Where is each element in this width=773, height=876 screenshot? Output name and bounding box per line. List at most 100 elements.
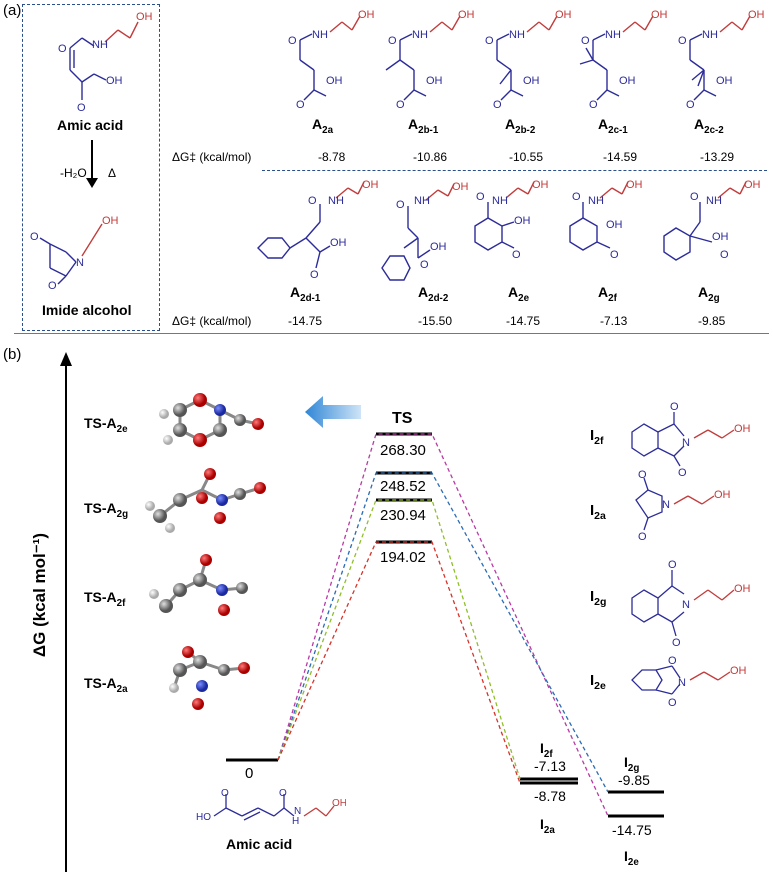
ts-model-label-4: TS-A2a (84, 675, 128, 695)
svg-text:O: O (396, 199, 405, 211)
svg-text:OH: OH (102, 215, 119, 227)
product-i2g-value: -9.85 (618, 772, 650, 788)
panel-b-label: (b) (3, 346, 22, 363)
product-i2a-label: I2a (540, 816, 555, 836)
start-value: 0 (245, 765, 254, 782)
svg-text:OH: OH (332, 798, 346, 809)
svg-text:O: O (690, 191, 699, 203)
svg-text:O: O (668, 655, 677, 667)
svg-text:H: H (292, 816, 299, 827)
svg-text:O: O (670, 401, 679, 413)
svg-text:HO: HO (196, 812, 211, 823)
svg-text:OH: OH (606, 219, 623, 231)
svg-text:N: N (682, 437, 690, 449)
ts-label: TS (392, 410, 413, 427)
svg-text:NH: NH (706, 195, 722, 207)
product-i2e-value: -14.75 (612, 822, 652, 838)
amic-acid-box (22, 4, 160, 331)
row1-name-1: A2a (312, 116, 334, 136)
svg-text:O: O (610, 249, 619, 261)
svg-text:N: N (76, 257, 84, 269)
svg-text:OH: OH (532, 179, 549, 191)
row2-dg-1: -14.75 (288, 314, 323, 328)
svg-text:OH: OH (362, 179, 379, 191)
svg-text:O: O (58, 43, 67, 55)
svg-text:O: O (512, 249, 521, 261)
svg-text:N: N (682, 599, 690, 611)
svg-text:O: O (77, 102, 86, 113)
svg-text:OH: OH (136, 11, 153, 23)
row2-dg-label: ΔG‡ (kcal/mol) (172, 314, 252, 328)
product-i2f-value: -7.13 (534, 758, 566, 774)
svg-text:N: N (294, 806, 301, 817)
right-label-i2e: I2e (590, 672, 606, 692)
structure-row1: O NH OH OH O (288, 8, 766, 108)
svg-text:O: O (310, 269, 319, 281)
svg-text:N: N (662, 499, 670, 511)
row2-name-5: A2g (698, 284, 720, 304)
ts-models-3d (145, 393, 266, 710)
svg-text:OH: OH (714, 489, 731, 501)
product-i2e-label: I2e (624, 848, 639, 868)
svg-text:O: O (30, 231, 39, 243)
blue-arrow-icon (305, 396, 361, 428)
row2-dg-5: -9.85 (698, 314, 726, 328)
svg-text:O: O (638, 531, 647, 543)
product-i2g-label: I2g (624, 754, 640, 774)
svg-text:OH: OH (626, 179, 643, 191)
row1-name-2: A2b-1 (408, 116, 439, 136)
svg-text:OH: OH (326, 75, 343, 87)
svg-text:OH: OH (730, 665, 747, 677)
right-label-i2g: I2g (590, 588, 607, 608)
row2-dg-2: -15.50 (418, 314, 453, 328)
start-structure: HO O O H N OH (196, 788, 346, 827)
ts-value-3: 230.94 (380, 507, 426, 524)
ts-value-2: 248.52 (380, 478, 426, 495)
svg-text:OH: OH (358, 9, 375, 21)
svg-text:OH: OH (734, 423, 751, 435)
svg-text:O: O (720, 249, 729, 261)
svg-text:OH: OH (430, 241, 447, 253)
row2-name-3: A2e (508, 284, 530, 304)
svg-text:NH: NH (492, 195, 508, 207)
ts-model-label-2: TS-A2g (84, 500, 129, 520)
ts-model-label-1: TS-A2e (84, 415, 128, 435)
svg-text:O: O (279, 788, 287, 799)
row2-name-2: A2d-2 (418, 284, 449, 304)
row1-dg-4: -14.59 (603, 150, 638, 164)
svg-text:OH: OH (452, 181, 469, 193)
panel-divider (14, 333, 769, 334)
arrow-right-label: Δ (108, 166, 117, 180)
y-axis-arrow-icon (60, 352, 72, 366)
row2-name-4: A2f (598, 284, 617, 304)
row2-dg-4: -7.13 (600, 314, 628, 328)
row1-dg-2: -10.86 (413, 150, 448, 164)
svg-text:OH: OH (330, 237, 347, 249)
row2-dg-3: -14.75 (506, 314, 541, 328)
svg-text:O: O (678, 467, 687, 479)
svg-text:NH: NH (328, 195, 344, 207)
svg-text:NH: NH (312, 29, 328, 41)
svg-text:OH: OH (734, 583, 751, 595)
arrow-head-icon (86, 178, 98, 188)
right-label-i2f: I2f (590, 427, 604, 447)
svg-text:OH: OH (106, 75, 123, 87)
amic-acid-structure: O NH OH OH O (58, 11, 153, 113)
svg-text:O: O (420, 259, 429, 271)
row1-dg-label: ΔG‡ (kcal/mol) (172, 150, 252, 164)
panel-a-label: (a) (3, 2, 22, 19)
svg-text:N: N (678, 677, 686, 689)
row1-dg-3: -10.55 (509, 150, 544, 164)
svg-text:OH: OH (712, 231, 729, 243)
row1-name-3: A2b-2 (505, 116, 536, 136)
row1-dg-5: -13.29 (700, 150, 735, 164)
reaction-arrow (91, 140, 93, 182)
ts-value-4: 194.02 (380, 549, 426, 566)
product-i2f-label: I2f (540, 740, 553, 760)
row-separator (262, 170, 767, 171)
svg-text:O: O (638, 469, 647, 481)
svg-text:O: O (672, 637, 681, 649)
svg-text:O: O (572, 191, 581, 203)
